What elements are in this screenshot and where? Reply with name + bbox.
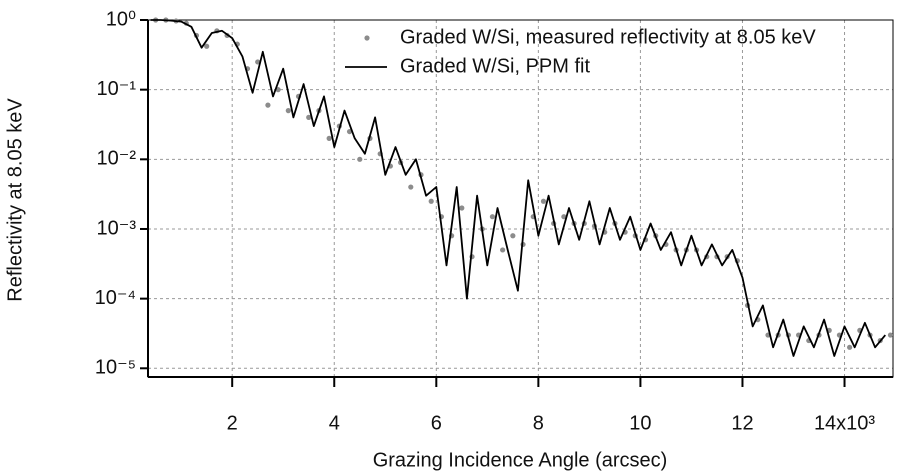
data-point [326, 135, 332, 141]
data-point [255, 59, 261, 65]
data-point [561, 214, 567, 220]
y-tick-label: 10⁻⁴ [95, 287, 136, 309]
data-point [847, 344, 853, 350]
legend-label: Graded W/Si, PPM fit [400, 55, 590, 77]
data-point [459, 205, 465, 211]
x-tick-label: 2 [227, 412, 238, 434]
data-point [428, 198, 434, 204]
data-point [357, 156, 363, 162]
legend-label: Graded W/Si, measured reflectivity at 8.… [400, 26, 816, 48]
data-point [285, 108, 291, 114]
x-tick-label: 14x10³ [814, 412, 875, 434]
data-point [489, 214, 496, 220]
x-tick-label: 12 [731, 412, 753, 434]
data-point [408, 184, 414, 190]
x-tick-label: 8 [533, 412, 544, 434]
data-point [500, 247, 506, 253]
data-point [510, 233, 516, 239]
data-point [306, 114, 312, 120]
x-tick-label: 6 [431, 412, 442, 434]
y-tick-label: 10⁻⁵ [95, 357, 136, 379]
y-tick-label: 10⁻¹ [97, 78, 137, 100]
data-point [887, 332, 894, 338]
x-tick-label: 10 [629, 412, 651, 434]
data-point [540, 198, 547, 204]
legend-marker [364, 35, 370, 41]
y-axis-label: Reflectivity at 8.05 keV [4, 98, 26, 302]
data-line [150, 19, 886, 357]
x-axis-label: Grazing Incidence Angle (arcsec) [373, 449, 668, 471]
data-point [204, 43, 210, 49]
y-tick-label: 10⁰ [106, 8, 136, 30]
y-tick-label: 10⁻³ [97, 217, 137, 239]
y-tick-label: 10⁻² [97, 148, 137, 170]
data-point [265, 102, 271, 108]
x-tick-label: 4 [329, 412, 340, 434]
